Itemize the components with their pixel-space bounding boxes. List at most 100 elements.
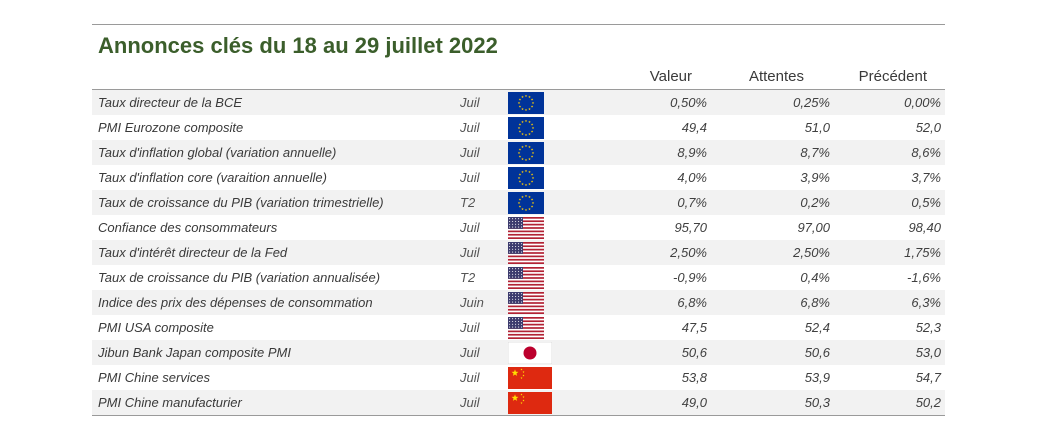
table-title: Annonces clés du 18 au 29 juillet 2022 [98, 33, 498, 58]
table-row: Confiance des consommateurs Juil 95,70 97,0… [92, 215, 945, 240]
indicator-name: Jibun Bank Japan composite PMI [98, 345, 291, 360]
expected-cell: 52,4 [804, 320, 830, 335]
period-cell: T2 [460, 195, 476, 210]
indicator-name: Indice des prix des dépenses de consomma… [98, 295, 373, 310]
us-flag-icon [508, 216, 544, 239]
period-cell: T2 [460, 270, 476, 285]
eu-flag-icon [508, 116, 544, 139]
header-value: Valeur [649, 67, 692, 85]
value-cell: 49,0 [681, 395, 707, 410]
value-cell: -0,9% [673, 270, 707, 285]
us-flag-icon [508, 291, 544, 314]
eu-flag-icon [508, 191, 544, 214]
value-cell: 0,50% [670, 95, 707, 110]
previous-cell: 54,7 [915, 370, 941, 385]
previous-cell: 50,2 [915, 395, 941, 410]
indicator-name: Taux d'inflation core (varaition annuell… [98, 170, 327, 185]
flag-cell [500, 216, 600, 239]
flag-cell [500, 141, 600, 164]
table-row: PMI USA composite Juil 47,5 52,4 52,3 [92, 315, 945, 340]
expected-cell: 6,8% [800, 295, 830, 310]
period-cell: Juil [460, 320, 480, 335]
us-flag-icon [508, 241, 544, 264]
value-cell: 8,9% [677, 145, 707, 160]
table-row: Jibun Bank Japan composite PMI Juil 50,6 50… [92, 340, 945, 365]
previous-cell: -1,6% [907, 270, 941, 285]
flag-cell [500, 291, 600, 314]
expected-cell: 50,3 [804, 395, 830, 410]
value-cell: 95,70 [674, 220, 707, 235]
indicator-name: Confiance des consommateurs [98, 220, 278, 235]
japan-flag-icon [508, 341, 552, 364]
indicator-name: PMI Chine manufacturier [98, 395, 242, 410]
table-row: Taux de croissance du PIB (variation ann… [92, 265, 945, 290]
value-cell: 2,50% [670, 245, 707, 260]
table-row: Indice des prix des dépenses de consomma… [92, 290, 945, 315]
top-rule [92, 24, 945, 25]
previous-cell: 1,75% [904, 245, 941, 260]
us-flag-icon [508, 266, 544, 289]
period-cell: Juil [460, 145, 480, 160]
period-cell: Juil [460, 370, 480, 385]
table-row: PMI Chine manufacturier Juil 49,0 50,3 50,2 [92, 390, 945, 415]
indicator-name: Taux d'inflation global (variation annue… [98, 145, 337, 160]
value-cell: 47,5 [681, 320, 707, 335]
period-cell: Juin [460, 295, 484, 310]
expected-cell: 3,9% [800, 170, 830, 185]
previous-cell: 53,0 [915, 345, 941, 360]
flag-cell [500, 241, 600, 264]
period-cell: Juil [460, 220, 480, 235]
expected-cell: 0,25% [793, 95, 830, 110]
period-cell: Juil [460, 245, 480, 260]
indicator-name: PMI Eurozone composite [98, 120, 244, 135]
indicator-name: Taux de croissance du PIB (variation ann… [98, 270, 381, 285]
previous-cell: 8,6% [911, 145, 941, 160]
previous-cell: 0,00% [904, 95, 941, 110]
expected-cell: 0,4% [800, 270, 830, 285]
indicator-name: PMI Chine services [98, 370, 210, 385]
table-row: Taux d'inflation global (variation annue… [92, 140, 945, 165]
china-flag-icon [508, 366, 552, 389]
indicator-name: Taux d'intérêt directeur de la Fed [98, 245, 288, 260]
previous-cell: 52,3 [915, 320, 941, 335]
flag-cell [500, 366, 600, 389]
eu-flag-icon [508, 166, 544, 189]
previous-cell: 98,40 [908, 220, 941, 235]
table-body: Taux directeur de la BCE Juil 0,50% 0,25% 0,… [92, 90, 945, 416]
eu-flag-icon [508, 91, 544, 114]
table-row: Taux directeur de la BCE Juil 0,50% 0,25% 0,… [92, 90, 945, 115]
flag-cell [500, 166, 600, 189]
value-cell: 53,8 [681, 370, 707, 385]
table-row: PMI Chine services Juil 53,8 53,9 54,7 [92, 365, 945, 390]
previous-cell: 3,7% [911, 170, 941, 185]
expected-cell: 8,7% [800, 145, 830, 160]
indicator-name: Taux directeur de la BCE [98, 95, 243, 110]
header-row: Valeur Attentes Précédent [92, 63, 945, 90]
us-flag-icon [508, 316, 544, 339]
expected-cell: 53,9 [804, 370, 830, 385]
previous-cell: 52,0 [915, 120, 941, 135]
expected-cell: 50,6 [804, 345, 830, 360]
table-row: Taux d'inflation core (varaition annuell… [92, 165, 945, 190]
period-cell: Juil [460, 95, 480, 110]
indicator-name: Taux de croissance du PIB (variation tri… [98, 195, 384, 210]
eu-flag-icon [508, 141, 544, 164]
flag-cell [500, 341, 600, 364]
china-flag-icon [508, 391, 552, 414]
flag-cell [500, 266, 600, 289]
expected-cell: 97,00 [797, 220, 830, 235]
period-cell: Juil [460, 395, 480, 410]
table-row: PMI Eurozone composite Juil 49,4 51,0 52,0 [92, 115, 945, 140]
header-previous: Précédent [858, 67, 927, 85]
announcements-table: Annonces clés du 18 au 29 juillet 2022 V… [92, 24, 945, 416]
value-cell: 6,8% [677, 295, 707, 310]
table-row: Taux d'intérêt directeur de la Fed Juil 2,… [92, 240, 945, 265]
previous-cell: 0,5% [911, 195, 941, 210]
header-expected: Attentes [748, 67, 804, 85]
previous-cell: 6,3% [911, 295, 941, 310]
expected-cell: 51,0 [804, 120, 830, 135]
value-cell: 50,6 [681, 345, 707, 360]
flag-cell [500, 191, 600, 214]
period-cell: Juil [460, 120, 480, 135]
flag-cell [500, 391, 600, 414]
